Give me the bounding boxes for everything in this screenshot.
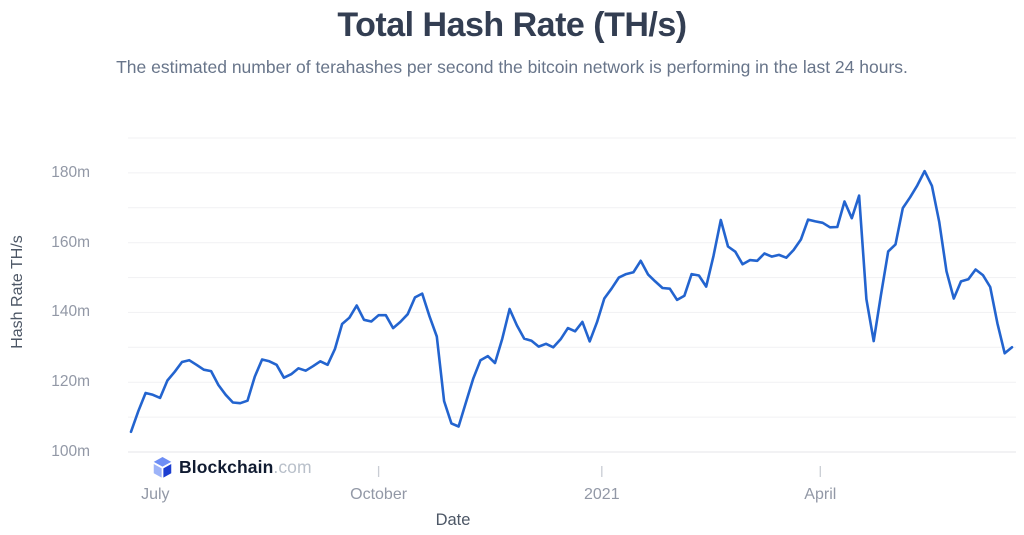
x-tick-label: October [350,486,408,503]
y-tick-label: 120m [51,373,90,391]
x-axis-title: Date [435,511,471,529]
x-tick-label: 2021 [584,486,620,503]
blockchain-watermark: Blockchain.com [152,455,312,479]
y-axis-title: Hash Rate TH/s [9,235,26,349]
y-tick-label: 140m [51,303,90,321]
blockchain-logo-icon [153,456,172,478]
y-tick-label: 180m [51,163,90,181]
x-tick-label: April [804,486,837,503]
page-subtitle: The estimated number of terahashes per s… [116,57,908,77]
watermark-tld: .com [273,456,312,477]
y-tick-label: 100m [51,443,90,460]
watermark-brand: Blockchain [179,456,274,477]
x-tick-label: July [141,486,170,503]
page-title: Total Hash Rate (TH/s) [337,6,687,44]
y-tick-label: 160m [51,233,90,251]
watermark-text: Blockchain.com [179,457,312,478]
